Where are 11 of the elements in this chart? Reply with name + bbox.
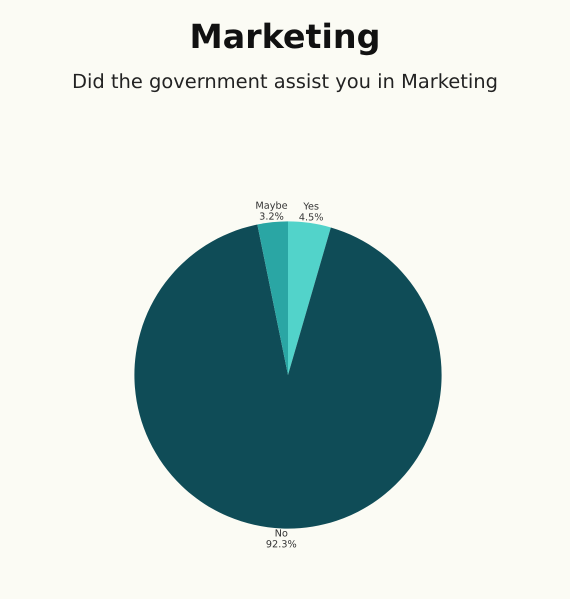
slice-label: Yes: [303, 202, 319, 210]
data-label: 92.3%: [266, 540, 296, 548]
data-label: 4.5%: [299, 213, 323, 221]
slice-label: Maybe: [256, 201, 288, 211]
pie-slice: [257, 221, 288, 375]
slice-label: No: [276, 529, 288, 537]
chart-title: Marketing: [192, 22, 378, 56]
data-label: 3.2%: [260, 212, 284, 220]
chart-subtitle: Did the government assist you in Marketing: [74, 73, 496, 92]
pie-slice: [288, 221, 331, 375]
pie-slice: [134, 224, 442, 529]
